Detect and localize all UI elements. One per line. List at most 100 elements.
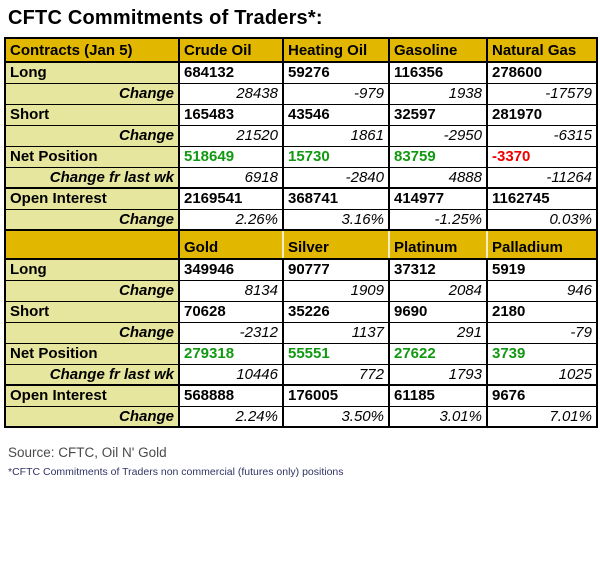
table-row-open-interest: Open Interest 2169541 368741 414977 1162745 [4, 187, 598, 210]
value-cell: 2.24% [178, 405, 284, 428]
value-cell: 772 [282, 363, 390, 386]
value-cell: 3.50% [282, 405, 390, 428]
value-cell: 10446 [178, 363, 284, 386]
value-cell: 8134 [178, 279, 284, 302]
row-label-change-fr-last-wk: Change fr last wk [4, 363, 180, 386]
table-row-change: Change 2.26% 3.16% -1.25% 0.03% [4, 208, 598, 231]
row-label-open-interest: Open Interest [4, 384, 180, 407]
header-label-cell [4, 229, 180, 260]
row-label-change: Change [4, 405, 180, 428]
value-cell: 55551 [282, 342, 390, 365]
value-cell: 35226 [282, 300, 390, 323]
value-cell: -1.25% [388, 208, 488, 231]
value-cell: 15730 [282, 145, 390, 168]
value-cell: -3370 [486, 145, 598, 168]
value-cell: 291 [388, 321, 488, 344]
value-cell: 2180 [486, 300, 598, 323]
value-cell: -17579 [486, 82, 598, 105]
table-row-short: Short 165483 43546 32597 281970 [4, 103, 598, 126]
column-header-silver: Silver [282, 229, 390, 260]
row-label-change: Change [4, 82, 180, 105]
table-row-change: Change 8134 1909 2084 946 [4, 279, 598, 302]
value-cell: 4888 [388, 166, 488, 189]
value-cell: 1025 [486, 363, 598, 386]
column-header-heating-oil: Heating Oil [282, 37, 390, 63]
row-label-net-position: Net Position [4, 145, 180, 168]
value-cell: 7.01% [486, 405, 598, 428]
value-cell: 1162745 [486, 187, 598, 210]
value-cell: 3739 [486, 342, 598, 365]
row-label-change: Change [4, 321, 180, 344]
value-cell: 21520 [178, 124, 284, 147]
value-cell: 946 [486, 279, 598, 302]
table-row-net-position: Net Position 279318 55551 27622 3739 [4, 342, 598, 365]
column-header-palladium: Palladium [486, 229, 598, 260]
value-cell: 83759 [388, 145, 488, 168]
value-cell: 61185 [388, 384, 488, 407]
value-cell: 2.26% [178, 208, 284, 231]
value-cell: 3.16% [282, 208, 390, 231]
value-cell: -79 [486, 321, 598, 344]
value-cell: -979 [282, 82, 390, 105]
value-cell: 568888 [178, 384, 284, 407]
row-label-change: Change [4, 208, 180, 231]
row-label-open-interest: Open Interest [4, 187, 180, 210]
section-1-header-row: Contracts (Jan 5) Crude Oil Heating Oil Gas… [4, 37, 598, 63]
value-cell: 70628 [178, 300, 284, 323]
value-cell: -2950 [388, 124, 488, 147]
value-cell: 349946 [178, 258, 284, 281]
table-row-change: Change 2.24% 3.50% 3.01% 7.01% [4, 405, 598, 428]
table-row-change: Change 28438 -979 1938 -17579 [4, 82, 598, 105]
table-row-open-interest: Open Interest 568888 176005 61185 9676 [4, 384, 598, 407]
value-cell: 2169541 [178, 187, 284, 210]
value-cell: 1861 [282, 124, 390, 147]
column-header-crude-oil: Crude Oil [178, 37, 284, 63]
table-row-change: Change -2312 1137 291 -79 [4, 321, 598, 344]
value-cell: 2084 [388, 279, 488, 302]
table-row-net-position: Net Position 518649 15730 83759 -3370 [4, 145, 598, 168]
source-note: Source: CFTC, Oil N' Gold [8, 445, 167, 460]
value-cell: 1909 [282, 279, 390, 302]
footnote: *CFTC Commitments of Traders non commerc… [8, 466, 344, 478]
value-cell: 28438 [178, 82, 284, 105]
table-row-long: Long 684132 59276 116356 278600 [4, 61, 598, 84]
value-cell: 1137 [282, 321, 390, 344]
row-label-net-position: Net Position [4, 342, 180, 365]
row-label-change: Change [4, 279, 180, 302]
header-label-cell: Contracts (Jan 5) [4, 37, 180, 63]
value-cell: -2312 [178, 321, 284, 344]
value-cell: 278600 [486, 61, 598, 84]
value-cell: 414977 [388, 187, 488, 210]
row-label-long: Long [4, 61, 180, 84]
value-cell: -6315 [486, 124, 598, 147]
value-cell: 518649 [178, 145, 284, 168]
column-header-gasoline: Gasoline [388, 37, 488, 63]
value-cell: 684132 [178, 61, 284, 84]
value-cell: 0.03% [486, 208, 598, 231]
value-cell: 6918 [178, 166, 284, 189]
row-label-change: Change [4, 124, 180, 147]
value-cell: 32597 [388, 103, 488, 126]
value-cell: 165483 [178, 103, 284, 126]
row-label-change-fr-last-wk: Change fr last wk [4, 166, 180, 189]
table-row-long: Long 349946 90777 37312 5919 [4, 258, 598, 281]
cot-table: Contracts (Jan 5) Crude Oil Heating Oil Gas… [4, 37, 598, 428]
value-cell: 368741 [282, 187, 390, 210]
value-cell: -11264 [486, 166, 598, 189]
value-cell: 37312 [388, 258, 488, 281]
table-row-change: Change 21520 1861 -2950 -6315 [4, 124, 598, 147]
value-cell: 3.01% [388, 405, 488, 428]
section-2-header-row: Gold Silver Platinum Palladium [4, 229, 598, 260]
value-cell: 279318 [178, 342, 284, 365]
row-label-long: Long [4, 258, 180, 281]
column-header-gold: Gold [178, 229, 284, 260]
value-cell: 59276 [282, 61, 390, 84]
value-cell: 1793 [388, 363, 488, 386]
value-cell: 27622 [388, 342, 488, 365]
value-cell: -2840 [282, 166, 390, 189]
page-title: CFTC Commitments of Traders*: [8, 7, 323, 29]
value-cell: 9690 [388, 300, 488, 323]
value-cell: 90777 [282, 258, 390, 281]
value-cell: 281970 [486, 103, 598, 126]
cot-report-page: CFTC Commitments of Traders*: Contracts … [0, 7, 600, 478]
